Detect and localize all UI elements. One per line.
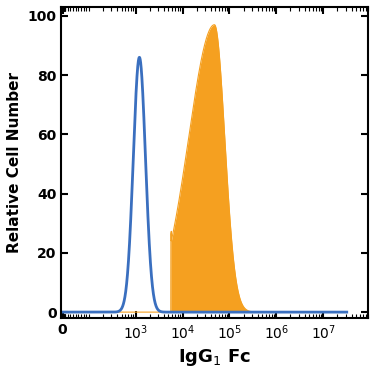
Y-axis label: Relative Cell Number: Relative Cell Number xyxy=(7,72,22,253)
X-axis label: IgG$_1$ Fc: IgG$_1$ Fc xyxy=(178,347,251,368)
